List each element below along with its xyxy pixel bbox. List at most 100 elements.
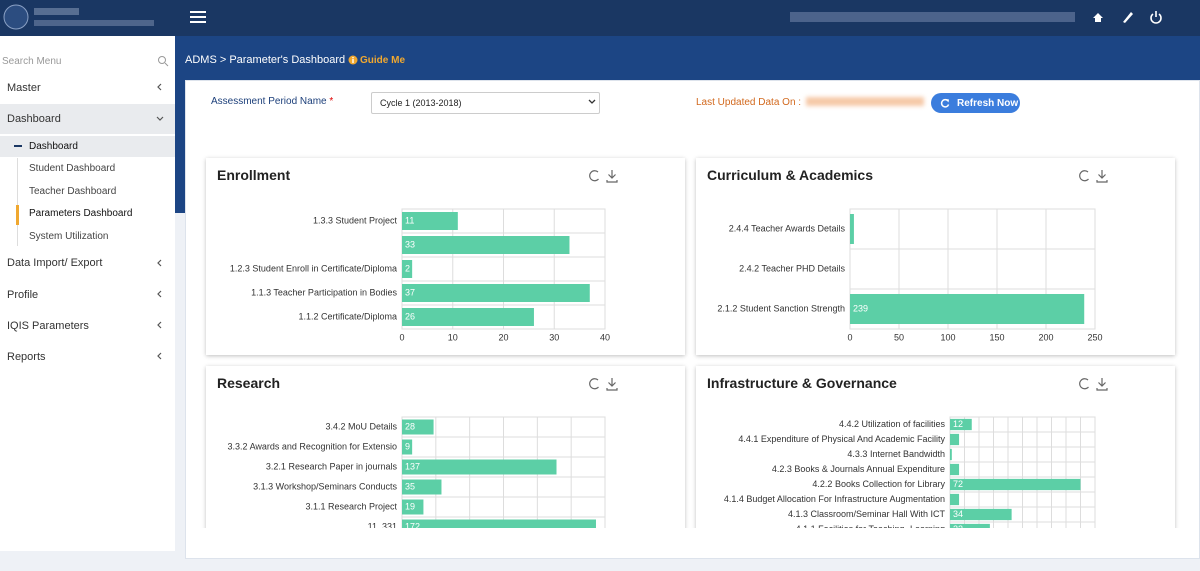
- download-icon[interactable]: [1096, 378, 1108, 391]
- category-label: 2.4.4 Teacher Awards Details: [729, 223, 846, 233]
- menu-item[interactable]: Master: [7, 82, 41, 94]
- bar: [402, 479, 442, 495]
- menu-item[interactable]: Reports: [7, 351, 46, 363]
- category-label: 4.4.1 Expenditure of Physical And Academ…: [738, 434, 945, 444]
- value-label: 19: [405, 501, 415, 511]
- download-icon[interactable]: [606, 378, 618, 391]
- filter-label: Assessment Period Name *: [211, 96, 333, 107]
- menu-item[interactable]: Dashboard: [7, 113, 61, 125]
- bar: [950, 433, 960, 446]
- category-label: 4.3.3 Internet Bandwidth: [847, 449, 945, 459]
- value-label: 12: [953, 419, 963, 429]
- category-label: 4.1.4 Budget Allocation For Infrastructu…: [724, 494, 945, 504]
- search-icon: [158, 56, 169, 67]
- category-label: 4.1.3 Classroom/Seminar Hall With ICT: [788, 509, 946, 519]
- search-menu[interactable]: Search Menu: [2, 56, 62, 67]
- required-mark: *: [329, 96, 334, 107]
- category-label: 1.1.2 Certificate/Diploma: [298, 311, 397, 321]
- chart: 0 10 20 30 40 1.3.3 Student Project 11 33 1.2.3 …: [230, 170, 618, 342]
- refresh-button-icon: [940, 98, 950, 108]
- chart: 0 50 100 150 200 250 2.4.4 Teacher Awards Deta…: [717, 170, 1108, 342]
- x-tick-label: 150: [989, 332, 1004, 342]
- power-icon[interactable]: [1150, 11, 1162, 24]
- category-label: 1.2.3 Student Enroll in Certificate/Dipl…: [230, 263, 397, 273]
- filter-label-text: Assessment Period Name: [211, 96, 327, 107]
- chart-card: Curriculum & Academics 0 50 100 150 200 250 2.4…: [696, 158, 1175, 355]
- updated-value-blur: [806, 97, 924, 106]
- category-label: 2.1.2 Student Sanction Strength: [717, 303, 845, 313]
- bar: [850, 214, 854, 244]
- value-label: 239: [853, 303, 868, 313]
- bar: [402, 439, 413, 455]
- bar: [402, 236, 570, 254]
- refresh-icon[interactable]: [1079, 378, 1089, 390]
- x-tick-label: 30: [549, 332, 559, 342]
- menu-active-bg: [0, 104, 175, 134]
- category-label: 4.2.2 Books Collection for Library: [812, 479, 945, 489]
- value-label: 26: [405, 311, 415, 321]
- guide-icon: [348, 55, 358, 65]
- select-chevron: [588, 99, 596, 104]
- submenu-dash: [14, 145, 22, 147]
- category-label: 1.3.3 Student Project: [313, 215, 398, 225]
- submenu-item[interactable]: System Utilization: [29, 231, 109, 242]
- x-tick-label: 100: [940, 332, 955, 342]
- chart-card: Research03060901201501803.4.2 MoU Detail…: [206, 366, 685, 528]
- x-tick-label: 50: [894, 332, 904, 342]
- guide-link[interactable]: Guide Me: [360, 55, 406, 66]
- menu-toggle[interactable]: [190, 11, 206, 23]
- bar: [950, 418, 972, 431]
- bar: [402, 212, 458, 230]
- value-label: 11: [405, 215, 414, 225]
- bar: [950, 508, 1012, 521]
- download-icon[interactable]: [606, 170, 618, 183]
- x-tick-label: 250: [1087, 332, 1102, 342]
- breadcrumb: ADMS > Parameter's Dashboard: [185, 54, 346, 66]
- refresh-icon[interactable]: [589, 378, 599, 390]
- value-label: 72: [953, 479, 963, 489]
- bar: [850, 294, 1085, 324]
- home-icon[interactable]: [1093, 13, 1103, 22]
- chart-scroll: Enrollment 0 10 20 30 40 1.3.3 Student Project…: [195, 150, 1190, 528]
- bar: [950, 478, 1081, 491]
- bar: [950, 523, 990, 528]
- chart-title: Enrollment: [217, 167, 291, 183]
- category-label: 4.1.1 Facilities for Teaching- Learning: [796, 524, 945, 528]
- bar: [402, 284, 590, 302]
- menu-item[interactable]: IQIS Parameters: [7, 320, 89, 332]
- refresh-icon[interactable]: [1079, 170, 1089, 182]
- bar: [950, 463, 960, 476]
- chart-title: Research: [217, 375, 281, 391]
- brush-icon[interactable]: [1123, 12, 1133, 23]
- bar: [402, 419, 434, 435]
- submenu-item[interactable]: Student Dashboard: [29, 163, 116, 174]
- category-label: 4.4.2 Utilization of facilities: [839, 419, 946, 429]
- x-tick-label: 0: [847, 332, 852, 342]
- x-tick-label: 200: [1038, 332, 1053, 342]
- x-tick-label: 40: [600, 332, 610, 342]
- value-label: 137: [405, 461, 420, 471]
- refresh-arc: [589, 378, 599, 390]
- updated-label: Last Updated Data On :: [696, 97, 802, 108]
- download-icon[interactable]: [1096, 170, 1108, 183]
- value-label: 35: [405, 481, 415, 491]
- category-label: 3.4.2 MoU Details: [325, 421, 397, 431]
- submenu-title[interactable]: Dashboard: [29, 141, 78, 152]
- menu-item[interactable]: Data Import/ Export: [7, 257, 103, 269]
- refresh-icon[interactable]: [589, 170, 599, 182]
- value-label: 37: [405, 287, 415, 297]
- bar: [950, 493, 960, 506]
- submenu-item[interactable]: Parameters Dashboard: [29, 208, 133, 219]
- period-select[interactable]: [371, 92, 600, 114]
- select-value: Cycle 1 (2013-2018): [380, 98, 462, 108]
- value-label: 172: [405, 521, 420, 528]
- value-label: 34: [953, 509, 963, 519]
- submenu-line: [17, 158, 18, 246]
- category-label: 3.1.3 Workshop/Seminars Conducts: [253, 481, 397, 491]
- submenu-item[interactable]: Teacher Dashboard: [29, 186, 117, 197]
- category-label: 1.1.3 Teacher Participation in Bodies: [251, 287, 397, 297]
- refresh-button-text: Refresh Now: [957, 98, 1019, 109]
- refresh-button[interactable]: [931, 93, 1020, 113]
- menu-item[interactable]: Profile: [7, 289, 39, 301]
